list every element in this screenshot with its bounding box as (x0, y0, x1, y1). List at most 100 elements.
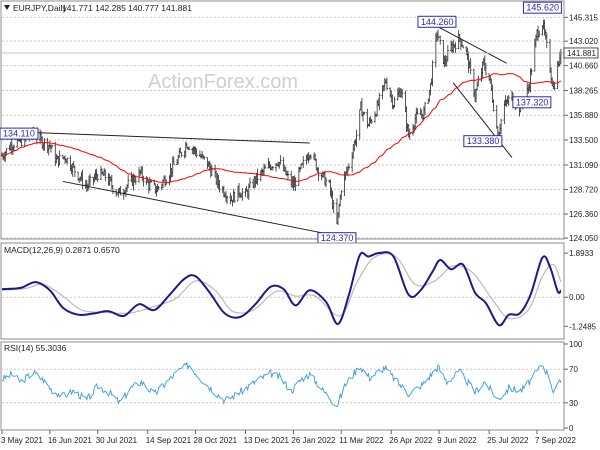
ohlc-bar (484, 62, 487, 76)
ohlc-bar (355, 129, 358, 147)
ohlc-bar (66, 157, 69, 165)
ohlc-bar (279, 155, 282, 165)
x-tick-label: 13 Dec 2021 (244, 436, 290, 445)
ohlc-bar (271, 165, 274, 171)
ohlc-bar (378, 92, 381, 111)
x-tick-label: 9 Jun 2022 (437, 436, 477, 445)
ohlc-bar (203, 156, 206, 160)
annotation-label: 133.380 (467, 136, 500, 146)
annotation-label: 124.370 (321, 233, 354, 243)
current-price-label: 141.881 (567, 49, 596, 58)
annotation-box (0, 127, 39, 140)
ohlc-bar (461, 44, 465, 49)
macd-y-axis: 1.8933 0.00 -1.2485 (564, 249, 597, 331)
ohlc-bar (12, 144, 16, 152)
price-annotation: 137.320 (512, 96, 552, 109)
ohlc-bar (477, 75, 480, 87)
rsi-tick-label: 30 (569, 399, 578, 408)
ohlc-bar (469, 58, 472, 75)
price-annotation: 144.260 (417, 15, 457, 28)
ohlc-bar (172, 156, 175, 166)
ohlc-bar (157, 186, 160, 191)
rsi-line-path (1, 361, 562, 408)
ohlc-bar (127, 174, 130, 188)
annotation-box (463, 135, 503, 148)
ohlc-bar (416, 108, 419, 115)
ohlc-bar (180, 151, 183, 158)
ohlc-bar (401, 89, 404, 99)
rsi-grid (2, 368, 564, 404)
ohlc-bar (233, 191, 236, 203)
macd-tick-label: 0.00 (569, 293, 585, 302)
price-tick-label: 126.360 (569, 210, 598, 219)
macd-main-line (1, 251, 562, 327)
ohlc-bar (332, 200, 335, 214)
trendline (9, 131, 310, 144)
ohlc-bar (210, 165, 213, 176)
x-tick-label: 30 Jul 2021 (96, 436, 138, 445)
x-axis: 3 May 2021 16 Jun 2021 30 Jul 2021 14 Sep 2… (1, 430, 576, 445)
price-bars (0, 19, 563, 225)
ohlc-bar (187, 146, 191, 151)
annotation-box (522, 1, 562, 14)
ohlc-bar (50, 144, 54, 149)
ohlc-bar (264, 164, 267, 169)
ohlc-bar (492, 99, 495, 112)
rsi-tick-label: 100 (569, 340, 583, 349)
annotation-label: 134.110 (3, 129, 35, 139)
price-tick-label: 138.265 (569, 86, 598, 95)
x-tick-label: 28 Oct 2021 (194, 436, 238, 445)
trendline (62, 180, 341, 237)
ohlc-bar (500, 118, 503, 134)
macd-tick-label: 1.8933 (569, 249, 594, 258)
current-price-tag (563, 47, 599, 59)
ohlc-bar (73, 166, 76, 178)
collapse-triangle-icon[interactable] (4, 5, 10, 10)
ohlc-bar (248, 177, 252, 189)
price-tick-label: 135.880 (569, 111, 598, 120)
ohlc-bar (370, 119, 373, 124)
ohlc-bar (530, 68, 533, 76)
ohlc-bar (538, 30, 541, 38)
price-annotation: 133.380 (463, 135, 503, 148)
ohlc-bar (111, 185, 115, 195)
ohlc-bar (408, 128, 411, 140)
price-annotation: 124.370 (317, 232, 357, 245)
ohlc-bar (507, 94, 510, 107)
price-tick-label: 143.020 (569, 37, 598, 46)
ohlc-bar (423, 101, 427, 116)
watermark: ActionForex.com (148, 71, 298, 93)
macd-lines (1, 251, 562, 327)
rsi-tick-label: 0 (569, 424, 574, 433)
ohlc-bar (393, 96, 396, 108)
price-tick-label: 124.050 (569, 234, 598, 243)
annotation-label: 144.260 (421, 17, 454, 27)
ohlc-bar (104, 169, 107, 182)
ohlc-bar (362, 111, 366, 115)
price-tick-label: 133.500 (569, 136, 598, 145)
macd-pane-title: MACD(12,26,9) 0.2871 0.6570 (4, 245, 120, 255)
ohlc-bar (43, 138, 46, 151)
price-tick-label: 131.090 (569, 161, 598, 170)
ohlc-bar (439, 35, 442, 45)
annotation-box (512, 96, 552, 109)
x-tick-label: 16 Jun 2021 (48, 436, 93, 445)
price-annotation: 134.110 (0, 127, 39, 140)
ohlc-bar (340, 190, 343, 200)
ohlc-bar (431, 60, 434, 87)
ohlc-bar (81, 169, 84, 189)
ohlc-bar (119, 186, 122, 196)
rsi-y-axis: 100 70 30 0 (564, 340, 583, 433)
ohlc-values: 141.771 142.285 140.777 141.881 (62, 3, 192, 13)
rsi-line (1, 361, 562, 408)
ohlc-bar (241, 188, 244, 201)
ohlc-bar (317, 167, 320, 182)
x-tick-label: 11 Mar 2022 (339, 436, 384, 445)
price-annotation: 145.620 (522, 1, 562, 14)
price-pane (0, 0, 565, 240)
ohlc-bar (218, 180, 221, 193)
annotation-box (417, 15, 457, 28)
price-y-axis: 145.315 143.020 140.660 138.265 135.880 133.5… (2, 13, 598, 243)
trendline (437, 26, 507, 64)
ohlc-bar (454, 42, 457, 54)
